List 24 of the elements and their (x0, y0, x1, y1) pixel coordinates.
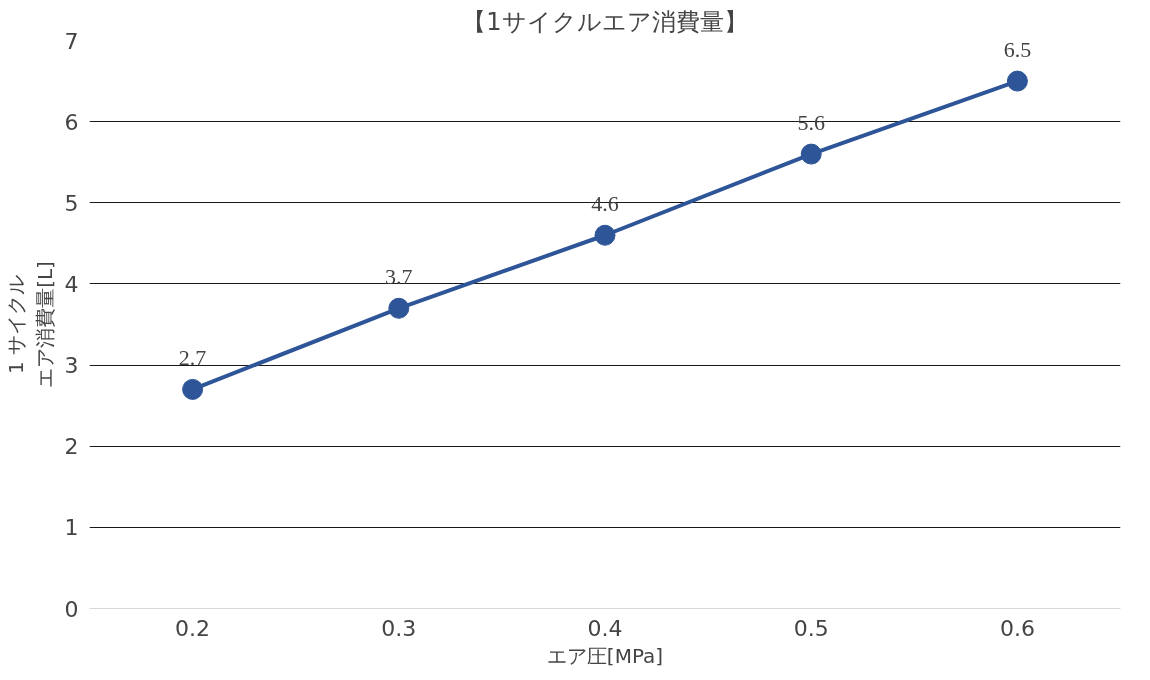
y-tick-label: 7 (64, 28, 79, 54)
data-label: 6.5 (1003, 37, 1032, 63)
point (182, 378, 204, 400)
y-tick-label: 5 (64, 190, 79, 216)
y-tick-label: 4 (64, 271, 79, 297)
y-tick-label: 6 (64, 109, 79, 135)
point (1006, 70, 1028, 92)
y-tick-label: 2 (64, 434, 79, 460)
x-tick-label: 0.4 (587, 615, 623, 641)
x-tick-label: 0.5 (793, 615, 829, 641)
y-tick-label: 0 (64, 596, 79, 622)
chart-title: 【1サイクルエア消費量】 (462, 7, 748, 36)
data-label: 3.7 (385, 264, 413, 290)
data-label: 2.7 (178, 345, 207, 371)
x-tick-label: 0.2 (175, 615, 211, 641)
x-tick-label: 0.3 (381, 615, 417, 641)
point (800, 143, 822, 165)
point (388, 297, 410, 319)
y-axis-title: 1 サイクルエア消費量[L] (3, 261, 57, 388)
x-axis-title: エア圧[MPa] (546, 643, 664, 668)
y-tick-label: 3 (64, 353, 79, 379)
point (594, 224, 616, 246)
y-tick-label: 1 (64, 515, 79, 541)
x-tick-label: 0.6 (999, 615, 1035, 641)
